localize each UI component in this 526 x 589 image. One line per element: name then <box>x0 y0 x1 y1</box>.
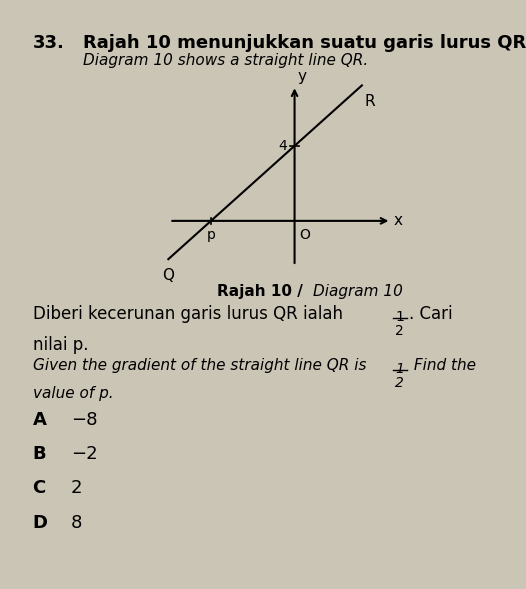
Text: 1: 1 <box>396 362 404 376</box>
Text: x: x <box>393 213 402 229</box>
Text: p: p <box>207 229 216 242</box>
Text: 1: 1 <box>396 310 404 324</box>
Text: value of p.: value of p. <box>33 386 113 401</box>
Text: y: y <box>298 69 307 84</box>
Text: Find the: Find the <box>409 358 476 373</box>
Text: Rajah 10 menunjukkan suatu garis lurus QR.: Rajah 10 menunjukkan suatu garis lurus Q… <box>83 34 526 52</box>
Text: Diagram 10 shows a straight line QR.: Diagram 10 shows a straight line QR. <box>83 53 368 68</box>
Text: 33.: 33. <box>33 34 65 52</box>
Text: 4: 4 <box>278 139 287 153</box>
Text: Q: Q <box>163 268 174 283</box>
Text: Diagram 10: Diagram 10 <box>313 284 403 299</box>
Text: Rajah 10 /: Rajah 10 / <box>217 284 309 299</box>
Text: 2: 2 <box>71 479 83 498</box>
Text: R: R <box>365 94 376 109</box>
Text: A: A <box>33 411 46 429</box>
Text: −2: −2 <box>71 445 98 464</box>
Text: C: C <box>33 479 46 498</box>
Text: Given the gradient of the straight line QR is: Given the gradient of the straight line … <box>33 358 366 373</box>
Text: 8: 8 <box>71 514 83 532</box>
Text: D: D <box>33 514 48 532</box>
Text: B: B <box>33 445 46 464</box>
Text: . Cari: . Cari <box>409 305 452 323</box>
Text: O: O <box>300 229 310 242</box>
Text: −8: −8 <box>71 411 97 429</box>
Text: Diberi kecerunan garis lurus QR ialah: Diberi kecerunan garis lurus QR ialah <box>33 305 342 323</box>
Text: 2: 2 <box>396 324 404 338</box>
Text: 2: 2 <box>396 376 404 390</box>
Text: nilai p.: nilai p. <box>33 336 88 354</box>
